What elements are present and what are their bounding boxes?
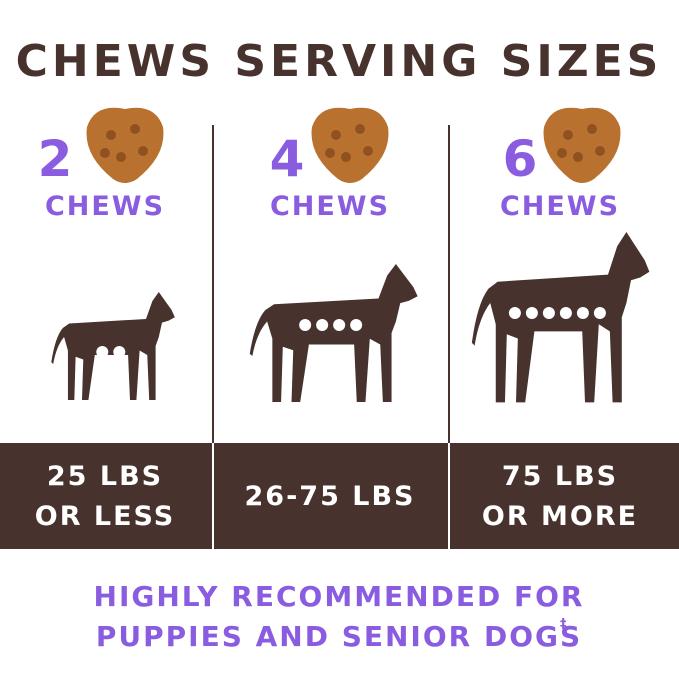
weight-label: 25 LBS [47, 461, 163, 492]
chew-spot [563, 130, 573, 140]
chew-spot [130, 124, 140, 134]
chew-unit: CHEWS [45, 191, 165, 222]
weight-label: 75 LBS [502, 461, 618, 492]
chew-spot [116, 152, 126, 162]
weight-label: OR MORE [482, 501, 638, 532]
chew-unit: CHEWS [500, 191, 620, 222]
chew-spot [355, 124, 365, 134]
chew-spot [595, 146, 605, 156]
dog-silhouette [51, 292, 175, 400]
dot [576, 307, 589, 319]
dog-silhouette [249, 264, 418, 402]
chew-shape [86, 107, 164, 183]
chew-spot [331, 130, 341, 140]
dot [593, 307, 606, 319]
chew-spot [587, 124, 597, 134]
dot [113, 346, 126, 358]
title: CHEWS SERVING SIZES [16, 36, 663, 87]
chew-spot [138, 146, 148, 156]
chew-shape [543, 107, 621, 183]
dot [316, 319, 329, 331]
chew-spot [106, 130, 116, 140]
chew-spot [325, 148, 335, 158]
chew-spot [557, 148, 567, 158]
footer-line: PUPPIES AND SENIOR DOGS [96, 620, 582, 653]
footer-line: HIGHLY RECOMMENDED FOR [94, 580, 585, 613]
chew-image [311, 107, 389, 183]
dot [333, 319, 346, 331]
chew-shape [311, 107, 389, 183]
dot [350, 319, 363, 331]
footnote-mark: ‡ [560, 617, 567, 632]
chew-spot [341, 152, 351, 162]
dot [525, 307, 538, 319]
chew-count: 4 [270, 130, 305, 188]
chew-spot [573, 152, 583, 162]
chew-spot [363, 146, 373, 156]
weight-label: 26-75 LBS [245, 481, 416, 512]
dot [542, 307, 555, 319]
dot [96, 346, 109, 358]
chew-count: 6 [503, 130, 538, 188]
dot [559, 307, 572, 319]
chew-image [86, 107, 164, 183]
chew-image [543, 107, 621, 183]
dot [299, 319, 312, 331]
chew-count: 2 [38, 130, 73, 188]
weight-label: OR LESS [35, 501, 175, 532]
dot [508, 307, 521, 319]
chew-unit: CHEWS [270, 191, 390, 222]
chew-spot [100, 148, 110, 158]
dog-silhouette [471, 232, 650, 403]
weight-band [0, 443, 679, 549]
